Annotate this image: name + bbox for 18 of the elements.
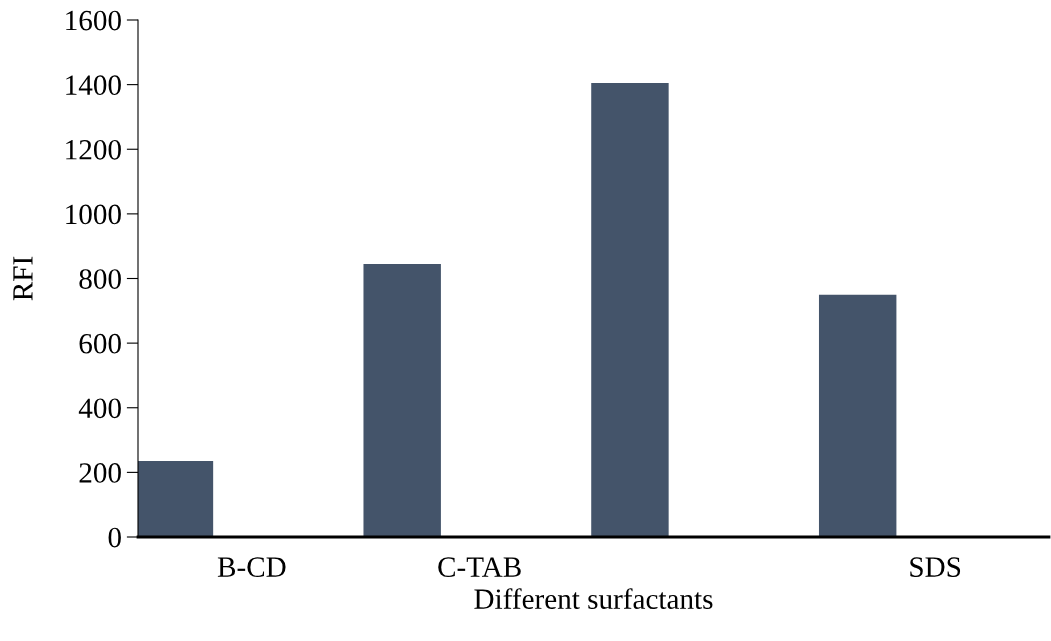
y-tick-label: 800 (79, 269, 121, 289)
y-tick-label: 600 (79, 333, 121, 354)
y-tick-label: 200 (79, 463, 121, 483)
x-axis-title: Different surfactants (474, 588, 713, 609)
y-axis-title: RFI (13, 256, 33, 301)
bar (363, 263, 441, 537)
x-tick-label: C-TAB (438, 557, 521, 577)
x-tick-label: B-CD (217, 557, 286, 577)
bar (818, 294, 897, 537)
bar (591, 83, 669, 537)
y-tick-label: 1200 (66, 139, 121, 160)
x-tick-label: SDS (910, 557, 961, 577)
y-tick-label: 1000 (66, 204, 121, 225)
y-tick-label: 1400 (66, 75, 121, 96)
y-tick-label: 400 (78, 398, 121, 419)
bar (138, 461, 214, 537)
y-tick-label: 0 (108, 527, 121, 548)
y-tick-label: 1600 (66, 10, 121, 31)
